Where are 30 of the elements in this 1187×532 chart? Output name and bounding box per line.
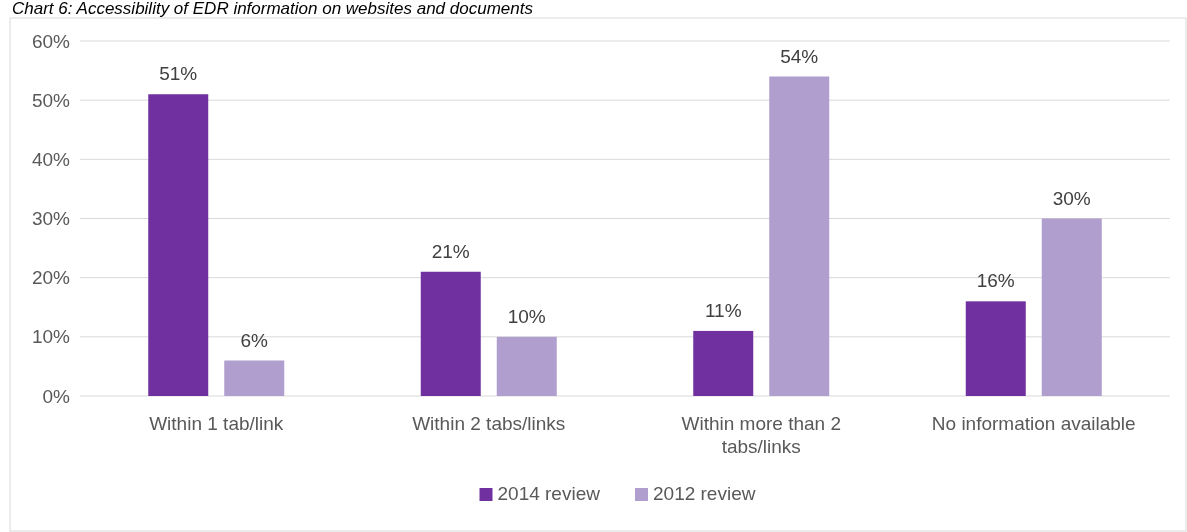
data-label: 10% [507,305,546,327]
y-tick-label: 50% [31,89,71,111]
x-tick-label: Within 2 tabs/links [412,413,566,434]
legend-label: 2014 review [497,483,601,504]
data-label: 54% [780,45,819,67]
y-tick-label: 30% [31,208,71,230]
x-tick-label: Within 1 tab/link [149,413,284,434]
legend-label: 2012 review [653,483,756,504]
data-label: 30% [1052,187,1091,209]
bar [420,271,481,396]
bar [148,94,209,396]
bar [693,330,754,396]
data-label: 11% [704,299,742,321]
bar [224,360,285,396]
bar [769,76,830,396]
bar [1041,218,1102,396]
y-tick-label: 40% [31,148,71,170]
y-tick-label: 0% [42,385,71,407]
data-label: 6% [240,329,269,351]
x-tick-label: Within more than 2 tabs/links [681,413,841,457]
y-tick-label: 60% [31,30,71,52]
y-tick-label: 20% [31,267,71,289]
bar [965,301,1026,396]
data-label: 21% [431,240,470,262]
x-tick-label: No information available [931,413,1136,434]
data-label: 51% [159,63,198,85]
bar [496,336,557,396]
chart-title: Chart 6: Accessibility of EDR information on websites and documents [12,0,534,18]
data-label: 16% [976,270,1015,292]
y-tick-label: 10% [31,326,71,348]
